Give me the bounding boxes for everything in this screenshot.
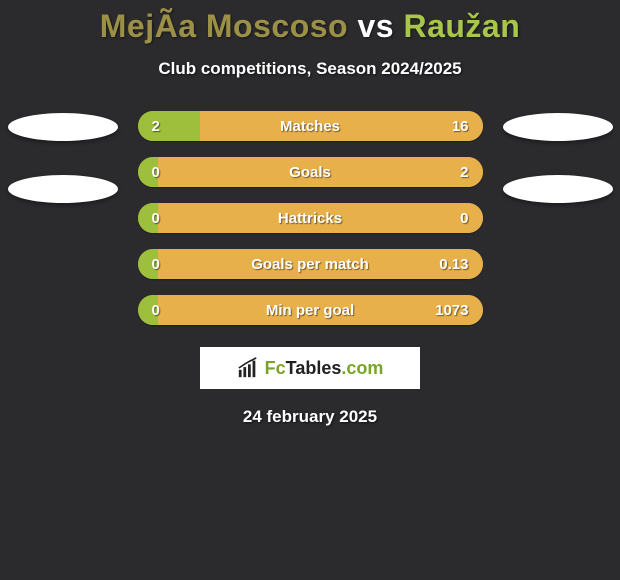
right-player-marks bbox=[503, 111, 613, 203]
bar-label: Goals bbox=[138, 157, 483, 187]
bar-label: Goals per match bbox=[138, 249, 483, 279]
logo-main: Tables bbox=[286, 358, 342, 378]
logo-text: FcTables.com bbox=[265, 358, 384, 379]
stat-bars: 216Matches 02Goals 00Hattricks 00.13Goals p… bbox=[138, 111, 483, 325]
title-connector: vs bbox=[357, 8, 394, 44]
stat-bar: 02Goals bbox=[138, 157, 483, 187]
title-left: MejÃ­a Moscoso bbox=[100, 8, 348, 44]
fctables-logo[interactable]: FcTables.com bbox=[200, 347, 420, 389]
title-right: Raužan bbox=[403, 8, 520, 44]
comparison-area: 216Matches 02Goals 00Hattricks 00.13Goals p… bbox=[0, 111, 620, 325]
stat-bar: 216Matches bbox=[138, 111, 483, 141]
player-mark bbox=[8, 175, 118, 203]
player-mark bbox=[503, 175, 613, 203]
subtitle: Club competitions, Season 2024/2025 bbox=[0, 59, 620, 79]
bar-label: Hattricks bbox=[138, 203, 483, 233]
comparison-title: MejÃ­a Moscoso vs Raužan bbox=[0, 0, 620, 45]
bar-label: Matches bbox=[138, 111, 483, 141]
stat-bar: 00.13Goals per match bbox=[138, 249, 483, 279]
stat-bar: 00Hattricks bbox=[138, 203, 483, 233]
left-player-marks bbox=[8, 111, 118, 203]
player-mark bbox=[8, 113, 118, 141]
generation-date: 24 february 2025 bbox=[0, 407, 620, 427]
player-mark bbox=[503, 113, 613, 141]
stat-bar: 01073Min per goal bbox=[138, 295, 483, 325]
logo-prefix: Fc bbox=[265, 358, 286, 378]
bars-growth-icon bbox=[237, 357, 259, 379]
logo-suffix: .com bbox=[341, 358, 383, 378]
bar-label: Min per goal bbox=[138, 295, 483, 325]
